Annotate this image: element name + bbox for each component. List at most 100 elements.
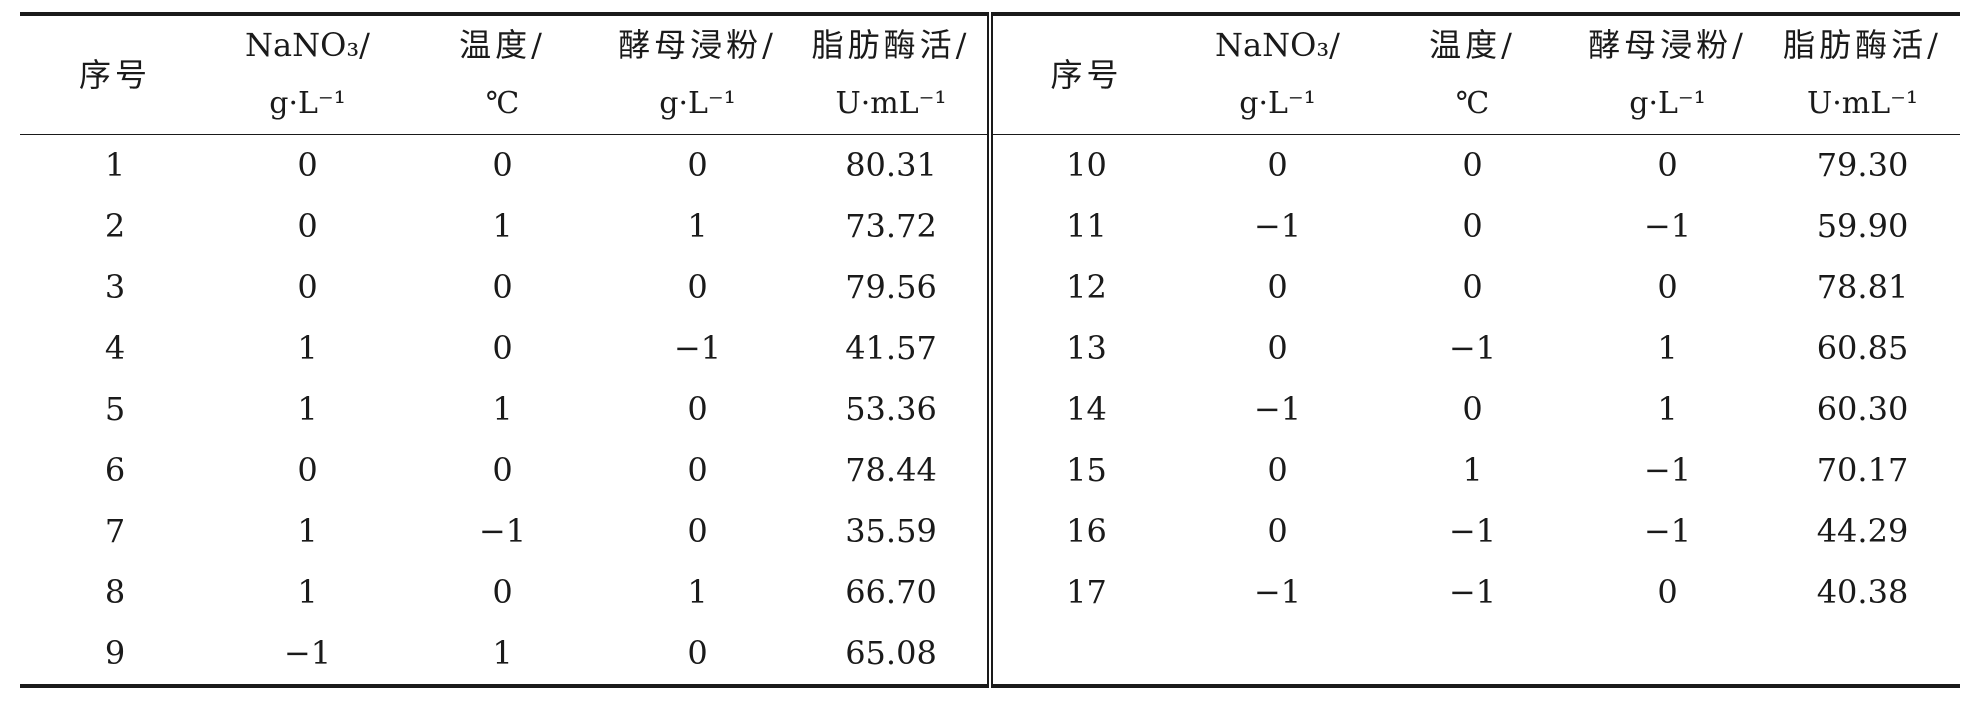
table-row: 6 0 0 0 78.44 15 0 1 −1 70.17 [20,440,1960,501]
cell-yeast: −1 [673,329,722,367]
cell-activity: 40.38 [1816,573,1909,611]
cell-yeast: 1 [687,207,708,245]
header-activity-right: 脂肪酶活/ [1765,12,1960,74]
experiment-table-container: 序号 NaNO₃/ 温度/ 酵母浸粉/ 脂肪酶活/ 序号 NaNO₃/ 温度/ … [20,12,1960,688]
cell-nano3: 1 [297,573,318,611]
cell-temp: 0 [492,146,513,184]
cell-temp: 1 [492,207,513,245]
cell-yeast [1570,623,1765,688]
cell-nano3: −1 [1253,573,1302,611]
experiment-table: 序号 NaNO₃/ 温度/ 酵母浸粉/ 脂肪酶活/ 序号 NaNO₃/ 温度/ … [20,12,1960,688]
table-row: 5 1 1 0 53.36 14 −1 0 1 60.30 [20,379,1960,440]
cell-temp: −1 [478,512,527,550]
cell-activity: 41.57 [795,318,993,379]
cell-temp: 0 [1462,390,1483,428]
cell-yeast: −1 [1643,207,1692,245]
cell-temp: −1 [1448,512,1497,550]
cell-nano3: 0 [297,451,318,489]
cell-activity: 73.72 [795,196,993,257]
cell-activity: 78.81 [1816,268,1909,306]
header-temp-left: 温度/ [405,12,600,74]
table-row: 4 1 0 −1 41.57 13 0 −1 1 60.85 [20,318,1960,379]
cell-nano3: −1 [210,623,405,688]
header-activity-left: 脂肪酶活/ [795,12,993,74]
cell-yeast: 0 [1657,146,1678,184]
cell-temp: 0 [1462,268,1483,306]
table-row: 9 −1 1 0 65.08 [20,623,1960,688]
unit-nano3-left: g·L⁻¹ [210,74,405,135]
header-index-left: 序号 [20,12,210,135]
unit-nano3-right: g·L⁻¹ [1180,74,1375,135]
cell-yeast: 1 [1657,390,1678,428]
cell-index: 10 [1066,146,1107,184]
cell-temp: 0 [1462,207,1483,245]
cell-nano3: 0 [1267,451,1288,489]
cell-activity: 80.31 [795,134,993,196]
cell-yeast: −1 [1643,512,1692,550]
cell-index: 17 [1066,573,1107,611]
header-nano3-left: NaNO₃/ [210,12,405,74]
table-row: 8 1 0 1 66.70 17 −1 −1 0 40.38 [20,562,1960,623]
cell-temp: 0 [492,329,513,367]
cell-activity: 65.08 [795,623,993,688]
cell-temp: 0 [1462,146,1483,184]
unit-activity-right: U·mL⁻¹ [1765,74,1960,135]
cell-activity: 60.30 [1816,390,1909,428]
cell-index: 2 [104,207,126,245]
cell-yeast: 0 [687,512,708,550]
cell-index: 9 [20,623,210,688]
table-row: 1 0 0 0 80.31 10 0 0 0 79.30 [20,134,1960,196]
cell-nano3: 0 [297,268,318,306]
header-temp-right: 温度/ [1375,12,1570,74]
cell-index [990,623,1180,688]
cell-yeast: 0 [687,268,708,306]
table-row: 7 1 −1 0 35.59 16 0 −1 −1 44.29 [20,501,1960,562]
cell-nano3: 0 [1267,268,1288,306]
cell-index: 6 [104,451,126,489]
cell-temp: 1 [405,623,600,688]
cell-yeast: 0 [1657,268,1678,306]
cell-yeast: −1 [1643,451,1692,489]
cell-temp: 1 [1462,451,1483,489]
cell-yeast: 0 [600,623,795,688]
unit-activity-left: U·mL⁻¹ [795,74,993,135]
cell-activity: 35.59 [795,501,993,562]
cell-nano3: −1 [1253,207,1302,245]
table-row: 3 0 0 0 79.56 12 0 0 0 78.81 [20,257,1960,318]
cell-yeast: 0 [687,390,708,428]
cell-nano3: 1 [297,512,318,550]
cell-temp: 0 [492,268,513,306]
cell-yeast: 0 [1657,573,1678,611]
cell-temp: −1 [1448,329,1497,367]
cell-nano3: 0 [1267,329,1288,367]
header-nano3-right: NaNO₃/ [1180,12,1375,74]
cell-nano3: 0 [1267,512,1288,550]
header-row-names: 序号 NaNO₃/ 温度/ 酵母浸粉/ 脂肪酶活/ 序号 NaNO₃/ 温度/ … [20,12,1960,135]
cell-activity: 59.90 [1816,207,1909,245]
cell-nano3: 0 [1267,146,1288,184]
unit-temp-right: ℃ [1375,74,1570,135]
cell-index: 7 [104,512,126,550]
header-index-right: 序号 [990,12,1180,135]
cell-nano3: 0 [297,207,318,245]
cell-activity: 79.56 [795,257,993,318]
cell-index: 4 [104,329,126,367]
cell-yeast: 1 [1657,329,1678,367]
cell-index: 1 [104,146,126,184]
cell-index: 16 [1066,512,1107,550]
cell-index: 13 [1066,329,1107,367]
unit-temp-left: ℃ [405,74,600,135]
cell-activity: 78.44 [795,440,993,501]
cell-index: 12 [1066,268,1107,306]
cell-yeast: 1 [687,573,708,611]
cell-index: 3 [104,268,126,306]
cell-activity: 44.29 [1816,512,1909,550]
cell-nano3: 1 [297,390,318,428]
table-header: 序号 NaNO₃/ 温度/ 酵母浸粉/ 脂肪酶活/ 序号 NaNO₃/ 温度/ … [20,12,1960,135]
cell-nano3: 1 [297,329,318,367]
cell-temp: 0 [492,451,513,489]
cell-activity [1765,623,1960,688]
header-row-units: g·L⁻¹ ℃ g·L⁻¹ U·mL⁻¹ g·L⁻¹ ℃ g·L⁻¹ U·mL⁻… [20,74,1960,135]
table-row: 2 0 1 1 73.72 11 −1 0 −1 59.90 [20,196,1960,257]
table-body: 1 0 0 0 80.31 10 0 0 0 79.30 2 0 1 1 73.… [20,134,1960,688]
